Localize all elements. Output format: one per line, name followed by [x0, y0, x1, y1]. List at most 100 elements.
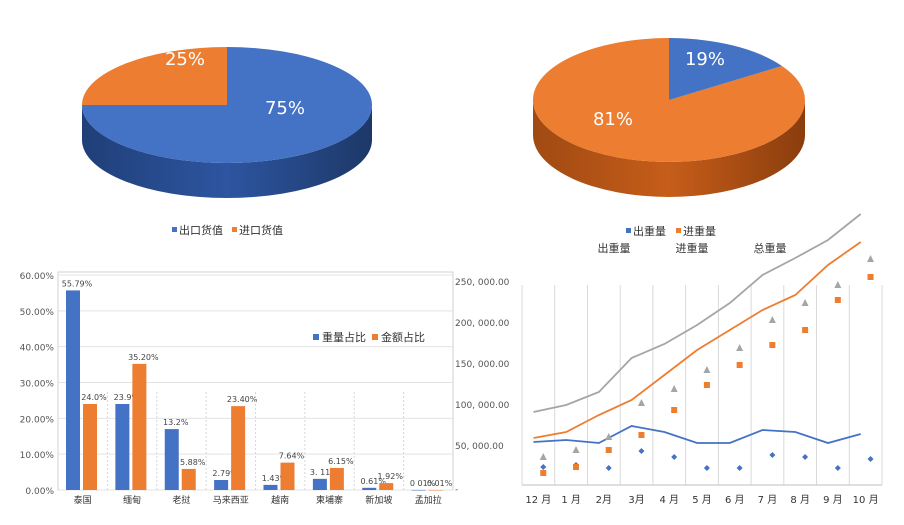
- bar-data-label: 35.20%: [128, 353, 159, 362]
- line-x-tick-label: 9 月: [823, 494, 843, 506]
- line-x-tick-label: 4 月: [659, 494, 679, 506]
- line-point-total: [736, 344, 744, 351]
- line-x-tick-label: 7 月: [758, 494, 778, 506]
- bar-data-label: 0.61%: [361, 477, 387, 486]
- line-title-import: 进重量: [676, 241, 709, 255]
- bar-x-tick-label: 越南: [271, 494, 289, 506]
- line-point-export: [540, 464, 547, 470]
- line-point-import: [802, 327, 809, 333]
- line-series-export: [533, 425, 861, 444]
- bar-data-label: 23.9%: [114, 393, 140, 402]
- pie-chart-weight: 19% 81%: [533, 38, 805, 197]
- legend-swatch-value-share: [372, 334, 378, 340]
- pie2-label-import: 81%: [593, 109, 633, 130]
- bar-value-share: [428, 489, 443, 491]
- bar-weight-share: [214, 480, 229, 490]
- line-x-tick-label: 2月: [596, 494, 612, 506]
- pie-chart-export-value: 25% 75%: [82, 47, 372, 198]
- bar-data-label: 23.40%: [227, 395, 258, 404]
- line-x-tick-label: 1 月: [561, 494, 581, 506]
- bar-x-tick-label: 孟加拉: [415, 494, 442, 506]
- legend-swatch-export: [172, 227, 177, 232]
- line-point-import: [769, 342, 776, 348]
- pie2-side-orange: [533, 100, 805, 197]
- right-axis: - 50, 000.00 100, 000.00 150, 000.00 200, 00…: [455, 278, 510, 495]
- legend-value-share: 金额占比: [381, 330, 425, 344]
- line-chart-monthly-weight: 12 月 1 月 2月 3月 4 月 5 月 6 月 7 月 8 月 9 月 10 月: [521, 213, 883, 506]
- line-point-export: [867, 456, 874, 462]
- bar-x-tick-label: 老挝: [172, 494, 190, 506]
- line-point-total: [670, 385, 678, 392]
- pie1-label-import: 25%: [165, 49, 205, 70]
- line-series-import: [533, 241, 862, 439]
- bar-weight-share: [263, 484, 278, 490]
- line-point-import: [573, 464, 579, 470]
- bar-x-tick-label: 新加坡: [365, 494, 392, 506]
- bar-value-share: [83, 404, 97, 490]
- bar-weight-share: [362, 487, 377, 490]
- bar-data-label: 7.64%: [279, 452, 305, 461]
- line-point-export: [834, 465, 841, 471]
- line-point-export: [802, 454, 809, 460]
- legend-export-weight: 出重量: [633, 224, 666, 238]
- pie1-legend: 出口货值 进口货值: [172, 223, 283, 237]
- line-point-total: [768, 316, 776, 323]
- right-axis-tick-label: 250, 000.00: [455, 278, 510, 288]
- legend-swatch-export-weight: [626, 228, 631, 233]
- bar-y-tick-label: 0.00%: [25, 487, 54, 497]
- bar-y-tick-label: 10.00%: [20, 451, 55, 461]
- line-x-tick-label: 6 月: [725, 494, 745, 506]
- pie1-label-export: 75%: [265, 98, 305, 119]
- legend-swatch-import-weight: [676, 228, 681, 233]
- bar-y-tick-label: 20.00%: [20, 415, 55, 425]
- bar-weight-share: [115, 404, 130, 490]
- pie2-legend: 出重量 进重量: [626, 224, 716, 238]
- bar-data-label: 1.43%: [262, 474, 288, 483]
- pie1-slice-import: [82, 47, 227, 105]
- pie1-side-blue: [82, 105, 372, 198]
- bar-value-share: [132, 363, 147, 490]
- bar-data-label: 13.2%: [163, 418, 189, 427]
- legend-import-weight: 进重量: [683, 224, 716, 238]
- pie2-slice-export: [669, 38, 782, 100]
- line-point-export: [736, 465, 743, 471]
- bar-weight-share: [312, 478, 327, 490]
- line-point-total: [834, 281, 842, 288]
- line-x-tick-label: 5 月: [692, 494, 712, 506]
- bar-data-label: 5.88%: [180, 458, 206, 467]
- bar-data-label: 2.79%: [212, 469, 238, 478]
- bar-value-share: [231, 406, 246, 490]
- line-series-total: [533, 213, 862, 413]
- bar-weight-share: [164, 429, 179, 490]
- line-point-import: [703, 382, 710, 388]
- right-axis-tick-label: 50, 000.00: [455, 442, 504, 452]
- line-point-import: [834, 297, 841, 303]
- bar-value-share: [329, 467, 344, 490]
- line-point-import: [540, 470, 547, 476]
- bar-x-tick-label: 缅甸: [123, 494, 141, 506]
- line-point-total: [539, 453, 547, 460]
- line-point-import: [671, 407, 678, 413]
- pie2-label-export: 19%: [685, 49, 725, 70]
- line-point-export: [703, 465, 710, 471]
- right-axis-tick-label: 100, 000.00: [455, 401, 510, 411]
- line-point-total: [637, 399, 645, 406]
- bar-y-tick-label: 40.00%: [20, 344, 55, 354]
- line-point-total: [572, 446, 580, 453]
- bar-x-tick-label: 马来西亚: [213, 495, 249, 506]
- line-point-total: [867, 255, 875, 262]
- line-point-import: [605, 447, 612, 453]
- line-point-export: [638, 448, 645, 454]
- bar-chart-share: 0.00% 10.00% 20.00% 30.00% 40.00% 50.00% 60.00…: [20, 271, 454, 506]
- line-title-total: 总重量: [754, 241, 787, 255]
- bar-value-share: [379, 483, 394, 490]
- bar-data-label: 55.79%: [62, 279, 93, 288]
- bar-weight-share: [66, 290, 80, 490]
- bar-legend: 重量占比 金额占比: [313, 330, 425, 344]
- line-point-total: [605, 433, 613, 440]
- bar-x-tick-label: 泰国: [74, 494, 92, 506]
- bar-data-label: 0.01%: [427, 479, 453, 488]
- legend-weight-share: 重量占比: [322, 330, 366, 344]
- bar-y-tick-label: 60.00%: [20, 272, 55, 282]
